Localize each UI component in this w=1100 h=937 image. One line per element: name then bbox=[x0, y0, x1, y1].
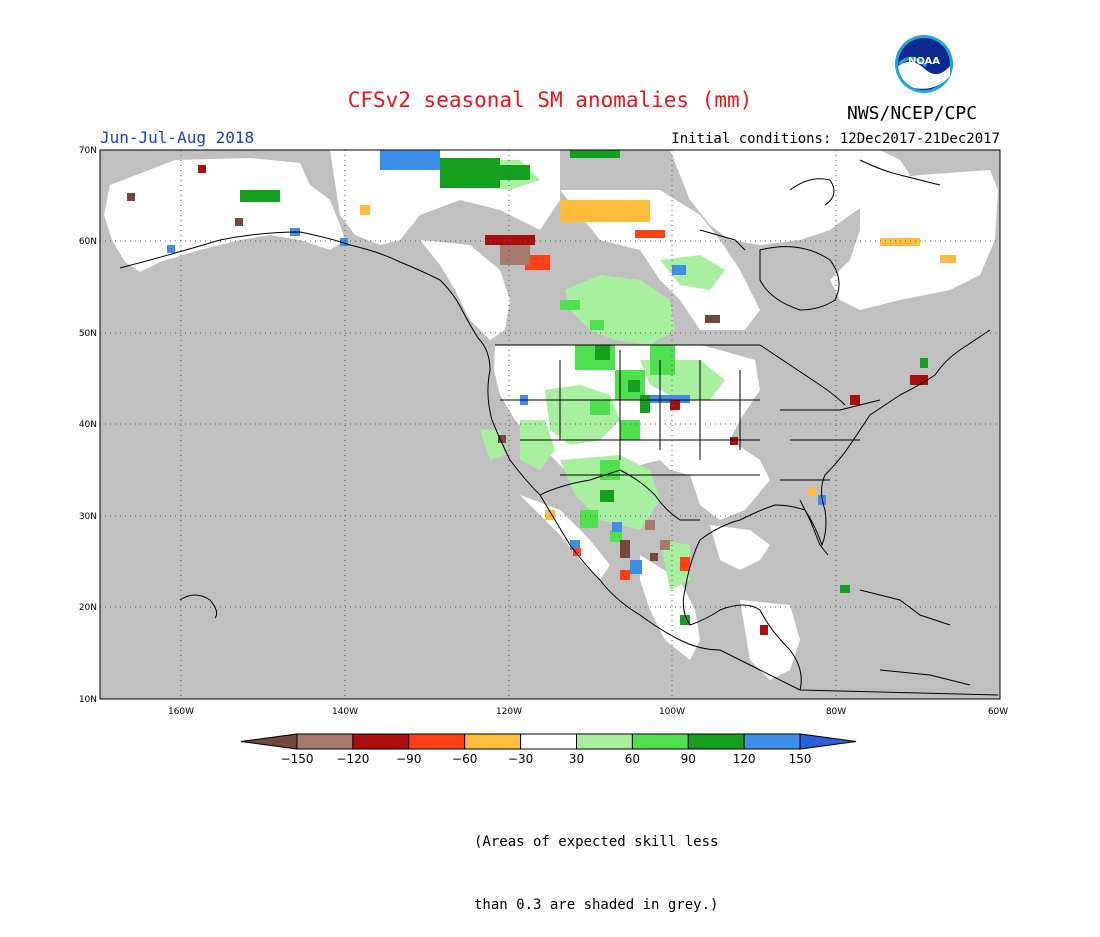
skill-note: (Areas of expected skill less than 0.3 a… bbox=[474, 790, 718, 937]
lat-label-50n: 50N bbox=[79, 329, 97, 339]
map-panel: 70N 60N 50N 40N 30N 20N 10N 160W 140W 12… bbox=[79, 146, 1008, 717]
map-title: CFSv2 seasonal SM anomalies (mm) bbox=[347, 88, 753, 112]
lon-label-60w: 60W bbox=[988, 707, 1008, 717]
lat-label-60n: 60N bbox=[79, 237, 97, 247]
lat-label-70n: 70N bbox=[79, 146, 97, 156]
noaa-logo: NOAA bbox=[895, 35, 953, 93]
colorbar-segment bbox=[631, 733, 689, 750]
colorbar: −150 −120 −90 −60 −30 30 60 90 120 150 bbox=[240, 733, 857, 766]
colorbar-segment bbox=[743, 733, 801, 750]
lat-label-30n: 30N bbox=[79, 512, 97, 522]
colorbar-label: 90 bbox=[681, 752, 696, 766]
colorbar-segment bbox=[464, 733, 522, 750]
colorbar-label: −90 bbox=[396, 752, 421, 766]
colorbar-segment bbox=[352, 733, 410, 750]
colorbar-segment bbox=[520, 733, 577, 750]
initial-conditions: Initial conditions: 12Dec2017-21Dec2017 bbox=[671, 131, 1000, 147]
lat-label-20n: 20N bbox=[79, 603, 97, 613]
lat-label-10n: 10N bbox=[79, 695, 97, 705]
colorbar-arrow-high bbox=[799, 733, 857, 750]
colorbar-label: 150 bbox=[789, 752, 812, 766]
forecast-period: Jun-Jul-Aug 2018 bbox=[100, 128, 255, 147]
colorbar-label: 30 bbox=[569, 752, 584, 766]
colorbar-label: −30 bbox=[508, 752, 533, 766]
skill-note-line-1: (Areas of expected skill less bbox=[474, 834, 719, 850]
lon-label-80w: 80W bbox=[826, 707, 846, 717]
colorbar-segment bbox=[408, 733, 466, 750]
skill-note-line-2: than 0.3 are shaded in grey.) bbox=[474, 897, 719, 913]
colorbar-label: 60 bbox=[625, 752, 640, 766]
lon-label-160w: 160W bbox=[168, 707, 194, 717]
map-figure: NOAA bbox=[79, 35, 1008, 766]
lon-label-120w: 120W bbox=[496, 707, 522, 717]
colorbar-label: −120 bbox=[336, 752, 369, 766]
colorbar-label: 120 bbox=[733, 752, 756, 766]
colorbar-arrow-low bbox=[240, 733, 298, 750]
colorbar-label: −150 bbox=[281, 752, 314, 766]
colorbar-segment bbox=[576, 733, 633, 750]
colorbar-label: −60 bbox=[452, 752, 477, 766]
colorbar-segment bbox=[296, 733, 354, 750]
noaa-logo-text: NOAA bbox=[908, 56, 940, 67]
agency-label: NWS/NCEP/CPC bbox=[847, 103, 978, 124]
lon-label-140w: 140W bbox=[332, 707, 358, 717]
colorbar-segment bbox=[687, 733, 745, 750]
lon-label-100w: 100W bbox=[659, 707, 685, 717]
lat-label-40n: 40N bbox=[79, 420, 97, 430]
